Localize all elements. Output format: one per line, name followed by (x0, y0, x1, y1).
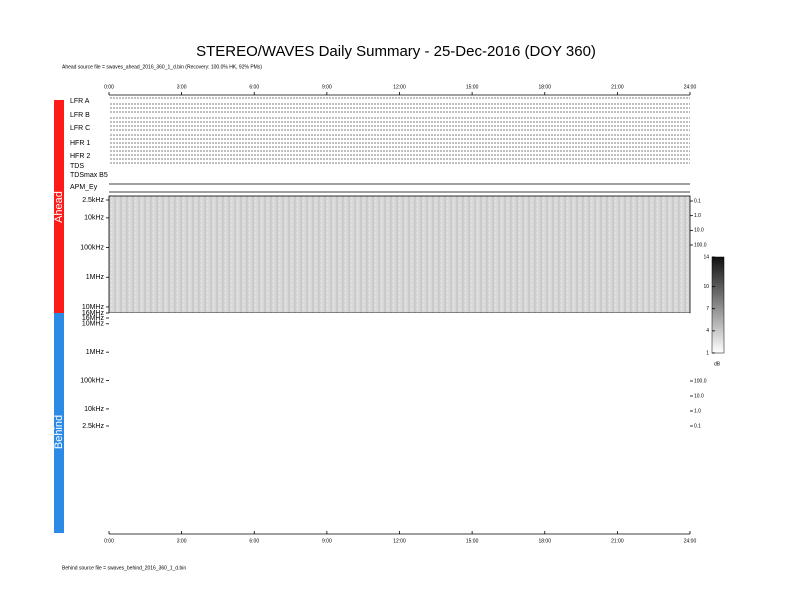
time-tick-label: 24:00 (684, 84, 697, 90)
time-tick-label: 6:00 (249, 538, 259, 544)
panel-label: APM_Ey (70, 184, 98, 191)
panel-label: TDSmax B5 (70, 172, 108, 179)
time-tick-label: 9:00 (322, 538, 332, 544)
spacecraft-label: Ahead (53, 191, 65, 223)
behind-freq-label: 10kHz (84, 406, 104, 413)
colorbar-label: 1 (706, 350, 709, 356)
time-tick-label: 15:00 (466, 84, 479, 90)
behind-right-label: 1.0 (694, 408, 701, 414)
ahead-right-label: 1.0 (694, 213, 701, 219)
time-tick-label: 18:00 (538, 538, 551, 544)
colorbar-label: 10 (703, 284, 709, 290)
colorbar-label: 14 (703, 254, 709, 260)
ahead-freq-label: 2.5kHz (82, 197, 104, 204)
behind-freq-label: 10MHz (82, 321, 105, 328)
time-tick-label: 12:00 (393, 84, 406, 90)
time-tick-label: 3:00 (177, 84, 187, 90)
time-tick-label: 12:00 (393, 538, 406, 544)
time-tick-label: 0:00 (104, 538, 114, 544)
colorbar-label: 7 (706, 306, 709, 312)
ahead-right-label: 10.0 (694, 228, 704, 234)
colorbar-label: 4 (706, 328, 709, 334)
time-tick-label: 15:00 (466, 538, 479, 544)
ahead-right-label: 0.1 (694, 198, 701, 204)
behind-freq-label: 100kHz (80, 377, 104, 384)
ahead-spectrogram (109, 196, 690, 313)
panel-label: TDS (70, 163, 84, 170)
title: STEREO/WAVES Daily Summary - 25-Dec-2016… (196, 43, 596, 60)
time-tick-label: 3:00 (177, 538, 187, 544)
panel-label: LFR B (70, 112, 90, 119)
ahead-right-label: 100.0 (694, 242, 707, 248)
spacecraft-label: Behind (53, 415, 65, 449)
panel-label: HFR 2 (70, 153, 90, 160)
behind-bar (54, 313, 64, 533)
ahead-freq-label: 10MHz (82, 304, 105, 311)
behind-right-label: 100.0 (694, 378, 707, 384)
time-tick-label: 21:00 (611, 538, 624, 544)
behind-freq-label: 16MHz (82, 315, 105, 322)
ahead-freq-label: 100kHz (80, 244, 104, 251)
colorbar-unit: dB (714, 361, 721, 367)
time-tick-label: 18:00 (538, 84, 551, 90)
panel-label: LFR A (70, 98, 90, 105)
behind-source: Behind source file = swaves_behind_2016_… (62, 565, 186, 571)
time-tick-label: 24:00 (684, 538, 697, 544)
ahead-source: Ahead source file = swaves_ahead_2016_36… (62, 64, 262, 70)
ahead-freq-label: 10kHz (84, 215, 104, 222)
time-tick-label: 21:00 (611, 84, 624, 90)
time-tick-label: 6:00 (249, 84, 259, 90)
ahead-freq-label: 1MHz (86, 274, 105, 281)
time-tick-label: 0:00 (104, 84, 114, 90)
colorbar (711, 256, 725, 354)
behind-right-label: 0.1 (694, 423, 701, 429)
behind-freq-label: 1MHz (86, 349, 105, 356)
ahead-freq-label: 16MHz (82, 310, 105, 317)
time-tick-label: 9:00 (322, 84, 332, 90)
behind-freq-label: 2.5kHz (82, 423, 104, 430)
behind-spectrogram (109, 313, 690, 426)
ahead-bar (54, 100, 64, 313)
panel-label: LFR C (70, 125, 90, 132)
behind-right-label: 10.0 (694, 393, 704, 399)
panel-label: HFR 1 (70, 140, 90, 147)
